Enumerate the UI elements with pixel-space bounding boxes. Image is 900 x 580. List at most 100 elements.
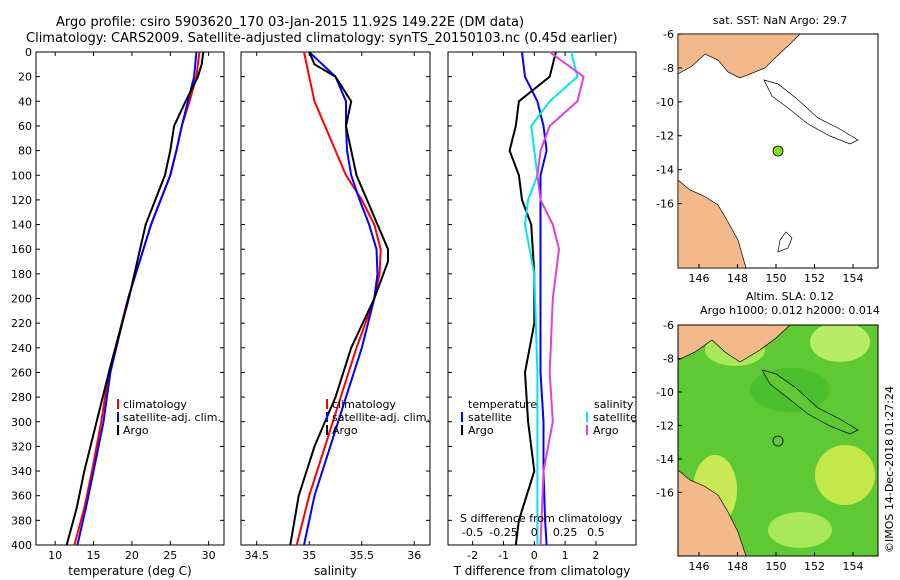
depth-tick-label: 120 bbox=[11, 194, 32, 207]
salinity-plot-frame bbox=[240, 51, 431, 546]
map-lon-tick-label: 148 bbox=[727, 560, 748, 573]
map-lon-tick-label: 146 bbox=[689, 272, 710, 285]
difference-xtick-label: 0 bbox=[531, 549, 538, 562]
salinity-legend-label: satellite-adj. clim. bbox=[332, 411, 430, 424]
depth-tick-label: 100 bbox=[11, 169, 32, 182]
map-lat-tick-label: -6 bbox=[663, 28, 674, 41]
difference-plot-frame bbox=[447, 51, 637, 546]
papua-tail-coast bbox=[763, 79, 859, 145]
salinity-xtick-label: 35 bbox=[302, 549, 316, 562]
map-lon-tick-label: 148 bbox=[727, 272, 748, 285]
watermark: ©IMOS 14-Dec-2018 01:27:24 bbox=[883, 386, 896, 553]
map-lat-tick-label: -14 bbox=[656, 164, 674, 177]
sla-map-frame bbox=[677, 324, 879, 557]
new-guinea-coast-bottom bbox=[678, 325, 791, 363]
depth-tick-label: 380 bbox=[11, 514, 32, 527]
sla-blob-6 bbox=[768, 512, 832, 548]
argo-location-marker-bottom bbox=[772, 435, 784, 447]
new-guinea-coast bbox=[678, 34, 801, 79]
salinity-series-line bbox=[295, 51, 382, 546]
temperature-plot-frame bbox=[35, 51, 225, 546]
temperature-legend-label: climatology bbox=[123, 398, 187, 411]
depth-tick-label: 20 bbox=[18, 71, 32, 84]
salinity-axis-label: salinity bbox=[314, 564, 357, 578]
sla-map-ticks: 146 148 150 152 154 -6 -8 -10 -12 -14 -16 bbox=[656, 319, 863, 573]
depth-tick-label: 300 bbox=[11, 416, 32, 429]
temperature-series-line bbox=[65, 51, 205, 546]
map-lat-tick-label: -12 bbox=[656, 130, 674, 143]
depth-tick-label: 320 bbox=[11, 440, 32, 453]
salinity-xtick-label: 36 bbox=[407, 549, 421, 562]
difference-xtick-label: 1 bbox=[562, 549, 569, 562]
map-lon-tick-label: 150 bbox=[766, 272, 787, 285]
australia-coast-top bbox=[678, 179, 747, 268]
header-line1: Argo profile: csiro 5903620_170 03-Jan-2… bbox=[56, 15, 524, 30]
diff-legend-salinity-title: salinity bbox=[594, 398, 634, 411]
salinity-legend-label: Argo bbox=[332, 424, 358, 437]
map-lat-tick-label: -10 bbox=[656, 386, 674, 399]
salinity-difference-axis-label: S difference from climatology bbox=[460, 512, 623, 525]
difference-series-line bbox=[536, 51, 585, 546]
papua-tail-bottom bbox=[761, 369, 859, 435]
map-lon-tick-label: 154 bbox=[843, 560, 864, 573]
diff-legend-temperature-label: satellite bbox=[468, 411, 512, 424]
map-lon-tick-label: 152 bbox=[804, 560, 825, 573]
depth-tick-label: 340 bbox=[11, 465, 32, 478]
map-lat-tick-label: -8 bbox=[663, 352, 674, 365]
salinity-series-line bbox=[303, 51, 379, 546]
difference-xtick-label: -1 bbox=[498, 549, 509, 562]
map-lat-tick-label: -14 bbox=[656, 453, 674, 466]
temperature-axis-label: temperature (deg C) bbox=[68, 564, 191, 578]
depth-tick-label: 220 bbox=[11, 317, 32, 330]
depth-tick-label: 260 bbox=[11, 366, 32, 379]
map-lat-tick-label: -10 bbox=[656, 96, 674, 109]
diff-legend-temperature-label: Argo bbox=[468, 424, 494, 437]
depth-tick-label: 400 bbox=[11, 539, 32, 552]
diff-legend-salinity-label: Argo bbox=[593, 424, 619, 437]
diff-legend-salinity-label: satellite bbox=[593, 411, 637, 424]
difference-xtick-label: 2 bbox=[592, 549, 599, 562]
depth-tick-label: 80 bbox=[18, 145, 32, 158]
reef-islands-top bbox=[777, 231, 793, 253]
sst-map-title: sat. SST: NaN Argo: 29.7 bbox=[713, 14, 847, 27]
difference-series-line bbox=[523, 51, 579, 545]
diff-legend-temperature-title: temperature bbox=[468, 398, 537, 411]
salinity-difference-tick-label: -0.5 bbox=[462, 526, 483, 539]
temperature-panel: 0 20 40 60 80 100 120 140 160 180 200 220 240 260 280 3… bbox=[11, 46, 225, 578]
temperature-xtick-label: 20 bbox=[125, 549, 139, 562]
depth-tick-label: 140 bbox=[11, 219, 32, 232]
map-lon-tick-label: 146 bbox=[689, 560, 710, 573]
depth-tick-label: 40 bbox=[18, 95, 32, 108]
map-lat-tick-label: -12 bbox=[656, 419, 674, 432]
depth-tick-label: 180 bbox=[11, 268, 32, 281]
map-lat-tick-label: -8 bbox=[663, 62, 674, 75]
salinity-legend-label: climatology bbox=[332, 398, 396, 411]
depth-tick-label: 200 bbox=[11, 293, 32, 306]
map-lat-tick-label: -16 bbox=[656, 486, 674, 499]
difference-xtick-label: -2 bbox=[467, 549, 478, 562]
sla-map-title: Altim. SLA: 0.12 bbox=[746, 290, 834, 303]
map-lon-tick-label: 154 bbox=[843, 272, 864, 285]
depth-tick-label: 360 bbox=[11, 490, 32, 503]
salinity-panel: 34.5 35 35.5 36 salinity climatologysatellite… bbox=[240, 51, 431, 578]
depth-tick-label: 240 bbox=[11, 342, 32, 355]
temperature-xtick-label: 30 bbox=[202, 549, 216, 562]
map-lon-tick-label: 150 bbox=[766, 560, 787, 573]
temperature-series-line bbox=[76, 51, 198, 546]
salinity-xtick-label: 35.5 bbox=[350, 549, 375, 562]
sst-map: sat. SST: NaN Argo: 29.7 146 148 150 152 154… bbox=[656, 14, 879, 285]
depth-tick-label: 0 bbox=[25, 46, 32, 59]
salinity-difference-tick-label: 0.25 bbox=[553, 526, 578, 539]
depth-tick-label: 60 bbox=[18, 120, 32, 133]
argo-location-marker-top bbox=[772, 145, 784, 157]
difference-panel: -2 -1 0 1 2 T difference from climatology temp… bbox=[447, 51, 637, 578]
salinity-series-line bbox=[289, 51, 389, 546]
sst-map-ticks: 146 148 150 152 154 -6 -8 -10 -12 -14 -16 bbox=[656, 28, 863, 285]
depth-tick-label: 160 bbox=[11, 243, 32, 256]
header-line2: Climatology: CARS2009. Satellite-adjuste… bbox=[26, 31, 618, 46]
difference-axis-label: T difference from climatology bbox=[453, 564, 631, 578]
depth-tick-label: 280 bbox=[11, 391, 32, 404]
difference-series-line bbox=[508, 51, 557, 546]
temperature-xtick-label: 25 bbox=[163, 549, 177, 562]
